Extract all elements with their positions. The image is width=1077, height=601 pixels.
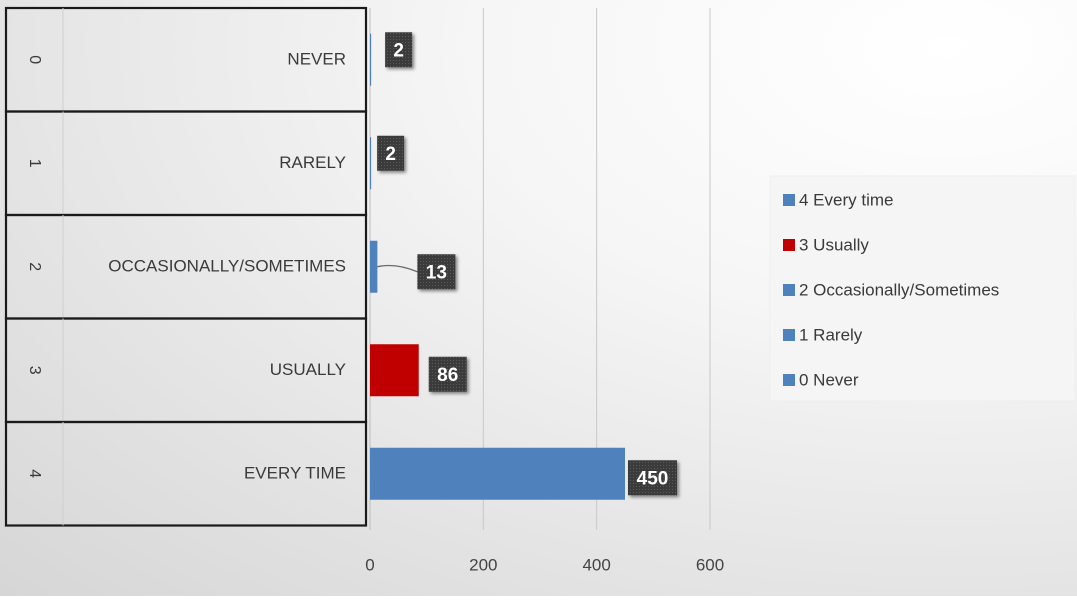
- category-code: 2: [26, 262, 43, 271]
- bar: [370, 240, 378, 293]
- data-label: 86: [437, 365, 458, 386]
- bar: [370, 137, 372, 190]
- legend-swatch: [783, 329, 795, 341]
- category-code: 0: [26, 55, 43, 64]
- category-code: 1: [26, 159, 43, 168]
- category-label: USUALLY: [270, 360, 346, 379]
- legend-swatch: [783, 284, 795, 296]
- data-label: 450: [637, 468, 669, 489]
- category-code: 3: [26, 366, 43, 375]
- category-box: [4, 420, 368, 527]
- x-tick-label: 200: [469, 556, 497, 575]
- legend-swatch: [783, 194, 795, 206]
- data-label: 13: [426, 262, 447, 283]
- data-label: 2: [385, 144, 396, 165]
- category-label: OCCASIONALLY/SOMETIMES: [108, 256, 346, 275]
- data-label-box: [385, 32, 413, 68]
- legend-label: 0 Never: [799, 371, 859, 390]
- category-label: RARELY: [279, 153, 346, 172]
- data-label-box: [417, 254, 456, 290]
- data-label: 2: [393, 40, 404, 61]
- leader-line: [377, 264, 418, 273]
- x-tick-label: 600: [696, 556, 724, 575]
- legend-swatch: [783, 239, 795, 251]
- category-label: NEVER: [287, 49, 346, 68]
- bar: [370, 344, 419, 397]
- bar: [370, 447, 625, 500]
- legend-label: 2 Occasionally/Sometimes: [799, 281, 999, 300]
- category-code: 4: [26, 469, 43, 478]
- data-label-box: [428, 356, 467, 392]
- legend-label: 4 Every time: [799, 191, 893, 210]
- bar: [370, 33, 372, 86]
- category-label: EVERY TIME: [244, 463, 346, 482]
- legend-label: 3 Usually: [799, 236, 869, 255]
- legend-swatch: [783, 374, 795, 386]
- data-label-box: [628, 460, 677, 496]
- bars: [370, 33, 625, 500]
- legend-box: [769, 175, 1076, 402]
- x-tick-label: 400: [582, 556, 610, 575]
- x-tick-label: 0: [365, 556, 374, 575]
- legend-label: 1 Rarely: [799, 326, 863, 345]
- data-label-box: [377, 135, 405, 171]
